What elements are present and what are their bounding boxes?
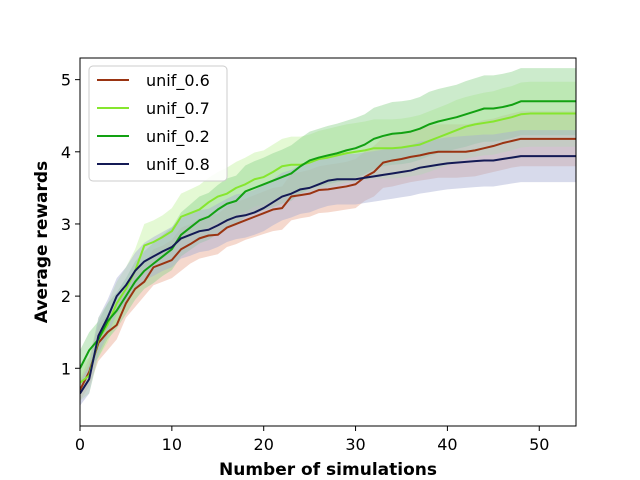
x-tick-label: 0 — [75, 435, 85, 454]
legend-label-unif-0-6: unif_0.6 — [146, 71, 210, 91]
x-tick-label: 50 — [529, 435, 549, 454]
band-unif-0-7 — [80, 81, 576, 401]
confidence-bands — [80, 68, 576, 406]
series-line-unif-0-6 — [80, 137, 576, 391]
y-tick-label: 3 — [61, 215, 71, 234]
band-unif-0-2 — [80, 68, 576, 387]
series-lines — [80, 100, 576, 395]
x-tick-label: 10 — [162, 435, 182, 454]
band-unif-0-8 — [80, 130, 576, 406]
x-axis-label: Number of simulations — [219, 460, 437, 480]
series-line-unif-0-7 — [80, 112, 576, 384]
x-tick-label: 20 — [254, 435, 274, 454]
legend-label-unif-0-2: unif_0.2 — [146, 127, 210, 147]
y-axis-label: Average rewards — [32, 161, 52, 323]
y-tick-label: 2 — [61, 287, 71, 306]
y-axis-ticks: 1 2 3 4 5 — [61, 71, 80, 378]
series-line-unif-0-2 — [80, 100, 576, 369]
x-axis-ticks: 0 10 20 30 40 50 — [75, 426, 549, 454]
legend: unif_0.6 unif_0.7 unif_0.2 unif_0.8 — [88, 65, 228, 182]
legend-box — [88, 65, 228, 182]
band-unif-0-6 — [80, 111, 576, 401]
y-tick-label: 5 — [61, 71, 71, 90]
legend-label-unif-0-7: unif_0.7 — [146, 99, 210, 119]
x-tick-label: 30 — [345, 435, 365, 454]
x-tick-label: 40 — [437, 435, 457, 454]
legend-label-unif-0-8: unif_0.8 — [146, 155, 210, 175]
series-line-unif-0-8 — [80, 155, 576, 395]
y-tick-label: 1 — [61, 359, 71, 378]
plot-frame — [79, 57, 577, 427]
y-tick-label: 4 — [61, 143, 71, 162]
